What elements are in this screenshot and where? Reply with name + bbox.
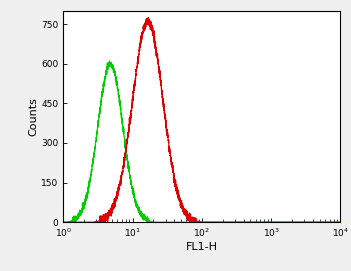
Y-axis label: Counts: Counts — [28, 97, 38, 136]
X-axis label: FL1-H: FL1-H — [186, 242, 218, 252]
